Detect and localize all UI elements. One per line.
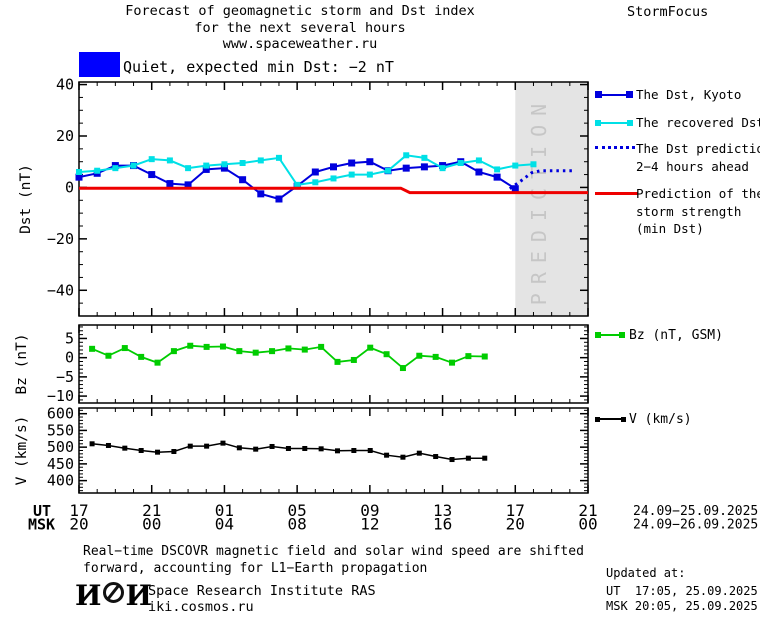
bz-ytick-label: −5 — [56, 368, 74, 386]
legend-marker-bz-icon — [595, 332, 625, 339]
v-ytick-label: 500 — [47, 438, 74, 456]
updated-ut: UT 17:05, 25.09.2025 — [606, 583, 758, 598]
xtick-ut: 09 — [360, 501, 379, 520]
ut-row-label: UT — [33, 502, 51, 520]
xtick-msk: 04 — [215, 515, 234, 534]
institute-site: iki.cosmos.ru — [148, 599, 254, 615]
institute-name: Space Research Institute RAS — [148, 583, 376, 599]
series-the-recovered-dst — [78, 154, 534, 186]
xtick-msk: 12 — [360, 515, 379, 534]
xtick-ut: 17 — [506, 501, 525, 520]
xtick-ut: 01 — [215, 501, 234, 520]
dst-ytick-label: −20 — [47, 230, 74, 248]
xtick-msk: 20 — [506, 515, 525, 534]
xtick-ut: 17 — [69, 501, 88, 520]
xtick-msk: 00 — [142, 515, 161, 534]
updated-label: Updated at: — [606, 566, 686, 580]
footnote-line2: forward, accounting for L1−Earth propaga… — [83, 561, 428, 576]
page-subtitle: for the next several hours — [194, 19, 406, 36]
xtick-ut: 21 — [142, 501, 161, 520]
title-block: Forecast of geomagnetic storm and Dst in… — [85, 3, 515, 53]
updated-msk: MSK 20:05, 25.09.2025 — [606, 598, 758, 613]
xtick-ut: 21 — [578, 501, 597, 520]
bz-axis-label: Bz (nT) — [14, 333, 30, 394]
xtick-ut: 05 — [288, 501, 307, 520]
legend-marker-dst-prediction-icon — [595, 146, 635, 149]
dst-axis-label: Dst (nT) — [18, 164, 34, 234]
storm-level-swatch — [79, 52, 120, 77]
legend-label-dst-prediction-1: The Dst prediction — [636, 141, 760, 156]
v-ytick-label: 450 — [47, 455, 74, 473]
logo-slashed-circle-icon — [103, 582, 125, 603]
v-ytick-label: 550 — [47, 421, 74, 439]
v-ytick-label: 600 — [47, 405, 74, 423]
legend-label-dst-kyoto: The Dst, Kyoto — [636, 87, 742, 102]
legend-label-v: V (km/s) — [629, 411, 692, 427]
legend-label-storm-1: Prediction of the — [636, 186, 760, 201]
series-the-dst-prediction-2-4-hours-ahead — [508, 169, 574, 190]
dst-panel: 40 20 0 −20 −40 Dst (nT) — [18, 76, 589, 317]
legend-label-bz: Bz (nT, GSM) — [629, 327, 723, 343]
prediction-band-label: PREDICTION — [527, 95, 551, 305]
bz-ytick-label: 5 — [65, 329, 74, 347]
msk-date-range: 24.09−26.09.2025 — [633, 518, 758, 533]
v-axis-label: V (km/s) — [14, 416, 30, 486]
bz-ytick-label: 0 — [65, 349, 74, 367]
v-ytick-label: 400 — [47, 472, 74, 490]
dst-ytick-label: 0 — [65, 178, 74, 196]
xtick-msk: 20 — [69, 515, 88, 534]
legend-label-storm-3: (min Dst) — [636, 221, 704, 236]
site-url: www.spaceweather.ru — [222, 36, 378, 52]
page-title: Forecast of geomagnetic storm and Dst in… — [125, 3, 475, 19]
xtick-msk: 08 — [288, 515, 307, 534]
xtick-msk: 16 — [433, 515, 452, 534]
bz-ytick-label: −10 — [47, 387, 74, 405]
legend-marker-v-icon — [595, 416, 626, 423]
legend-label-storm-2: storm strength — [636, 204, 742, 219]
dst-ytick-label: 20 — [56, 127, 74, 145]
brand-label: StormFocus — [627, 4, 709, 20]
msk-row-label: MSK — [28, 516, 55, 534]
storm-status-text: Quiet, expected min Dst: −2 nT — [123, 58, 394, 76]
dst-ytick-label: −40 — [47, 281, 74, 299]
legend-label-recovered-dst: The recovered Dst — [636, 115, 760, 130]
logo-letter-left: И — [75, 579, 103, 612]
footnote-line1: Real−time DSCOVR magnetic field and sola… — [83, 544, 584, 559]
ut-date-range: 24.09−25.09.2025 — [633, 504, 758, 519]
xtick-ut: 13 — [433, 501, 452, 520]
legend-marker-dst-kyoto-icon — [595, 91, 633, 98]
xtick-msk: 00 — [578, 515, 597, 534]
bz-panel: 5 0−5−10 Bz (nT) — [14, 324, 589, 405]
prediction-band — [515, 82, 588, 316]
x-axis-labels: 17202100010405080912131617202100UTMSK24.… — [28, 501, 758, 534]
legend-marker-storm-strength-icon — [595, 191, 638, 199]
series-prediction-of-the-storm-strength-min-dst- — [79, 186, 588, 195]
series-v-km-s- — [92, 442, 485, 461]
legend-marker-recovered-dst-icon — [595, 120, 633, 127]
logo-letter-right: И — [125, 579, 153, 612]
legend-label-dst-prediction-2: 2−4 hours ahead — [636, 159, 749, 174]
dst-ytick-label: 40 — [56, 76, 74, 94]
